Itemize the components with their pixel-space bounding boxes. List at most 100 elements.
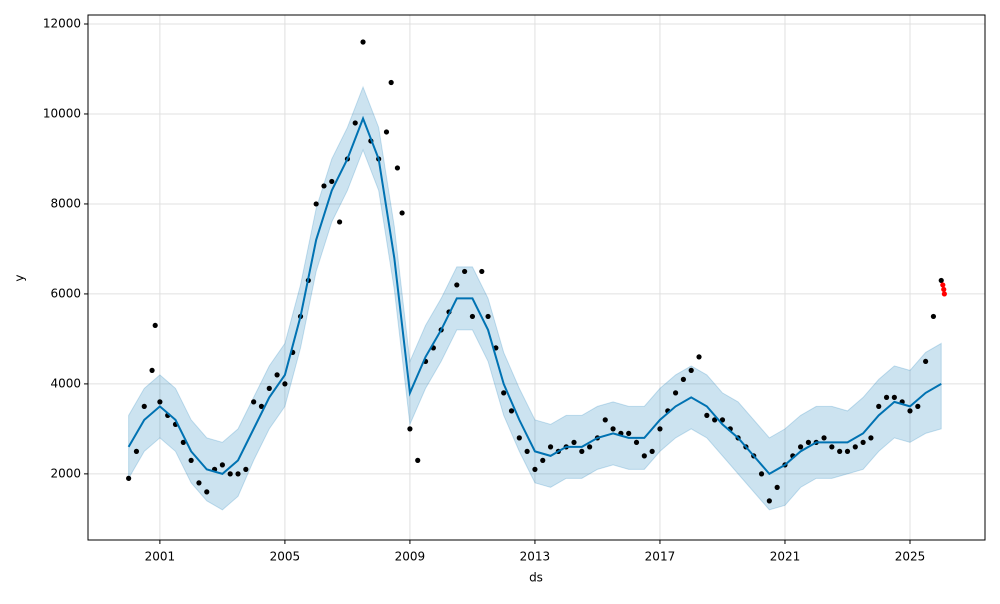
- data-point: [940, 282, 946, 288]
- data-point: [821, 435, 827, 441]
- data-point: [704, 412, 710, 418]
- data-point: [126, 475, 132, 481]
- data-point: [321, 183, 327, 189]
- data-point: [868, 435, 874, 441]
- data-point: [469, 313, 476, 320]
- x-tick-label: 2013: [520, 550, 551, 564]
- data-point: [479, 268, 485, 275]
- data-point: [547, 444, 554, 450]
- y-tick-label: 12000: [43, 16, 81, 30]
- y-axis-label: y: [13, 274, 27, 281]
- data-point: [941, 286, 947, 293]
- data-point: [915, 403, 921, 409]
- data-point: [680, 376, 686, 382]
- data-point: [626, 430, 632, 436]
- data-point: [719, 417, 726, 423]
- data-point: [891, 394, 897, 400]
- forecast-line: [127, 115, 942, 476]
- data-point: [266, 385, 272, 391]
- data-point: [508, 408, 515, 414]
- data-point: [774, 484, 780, 490]
- data-point: [571, 439, 577, 445]
- data-point: [524, 448, 530, 454]
- data-point: [258, 403, 265, 409]
- data-point: [336, 219, 343, 225]
- data-point: [383, 129, 390, 135]
- data-point: [274, 372, 280, 378]
- data-point: [188, 457, 194, 463]
- data-point: [540, 457, 546, 463]
- data-point: [454, 282, 460, 288]
- data-point: [180, 439, 186, 445]
- y-tick-label: 8000: [50, 196, 81, 210]
- data-point: [219, 462, 225, 468]
- data-point: [204, 489, 210, 495]
- data-point: [462, 268, 468, 275]
- data-point: [860, 439, 866, 445]
- data-point: [516, 435, 522, 441]
- data-point: [227, 471, 233, 477]
- data-point: [641, 453, 647, 459]
- data-point: [712, 417, 718, 423]
- y-tick-label: 10000: [43, 106, 81, 120]
- data-point: [352, 120, 358, 126]
- data-point: [149, 367, 155, 373]
- data-point: [766, 498, 772, 504]
- x-tick-label: 2017: [645, 550, 676, 564]
- x-tick-label: 2025: [895, 550, 926, 564]
- y-tick-label: 4000: [50, 376, 81, 390]
- data-point: [407, 426, 413, 432]
- data-point: [579, 448, 585, 454]
- data-point: [152, 322, 158, 329]
- x-tick-label: 2021: [770, 550, 801, 564]
- data-point: [649, 448, 655, 454]
- data-point: [837, 448, 843, 454]
- data-point: [602, 417, 608, 423]
- data-point: [157, 399, 163, 405]
- data-point: [797, 444, 804, 450]
- y-tick-label: 2000: [50, 466, 81, 480]
- data-point: [696, 354, 702, 360]
- data-point: [907, 408, 913, 414]
- data-point: [360, 39, 366, 45]
- data-point: [883, 394, 890, 400]
- data-point: [532, 466, 538, 472]
- y-tick-label: 6000: [50, 286, 81, 300]
- data-point: [688, 367, 694, 373]
- data-point: [313, 201, 319, 207]
- data-point: [235, 471, 241, 477]
- data-point: [196, 480, 202, 486]
- data-point: [485, 313, 491, 320]
- data-point: [844, 448, 851, 454]
- data-point: [587, 444, 593, 450]
- data-point: [657, 426, 663, 432]
- data-point: [923, 358, 929, 365]
- data-point: [388, 79, 394, 86]
- data-point: [141, 403, 147, 409]
- data-point: [805, 439, 812, 445]
- data-point: [758, 471, 765, 477]
- axes-frame: [87, 14, 986, 541]
- data-point: [610, 426, 616, 432]
- x-tick-label: 2001: [145, 550, 176, 564]
- data-point: [938, 277, 944, 284]
- data-point: [501, 390, 507, 396]
- data-point: [243, 466, 249, 472]
- data-point: [399, 210, 405, 216]
- x-axis-label: ds: [529, 571, 543, 585]
- data-point: [282, 381, 288, 387]
- data-point: [930, 313, 937, 320]
- x-tick-label: 2005: [270, 550, 301, 564]
- data-point: [941, 291, 947, 297]
- data-point: [852, 444, 858, 450]
- x-tick-label: 2009: [395, 550, 426, 564]
- data-point: [672, 390, 679, 396]
- data-point: [829, 444, 835, 450]
- data-point: [251, 399, 257, 405]
- data-point: [329, 178, 335, 185]
- data-point: [415, 457, 421, 463]
- data-point: [633, 439, 640, 445]
- data-point: [394, 165, 401, 171]
- data-point: [876, 403, 882, 409]
